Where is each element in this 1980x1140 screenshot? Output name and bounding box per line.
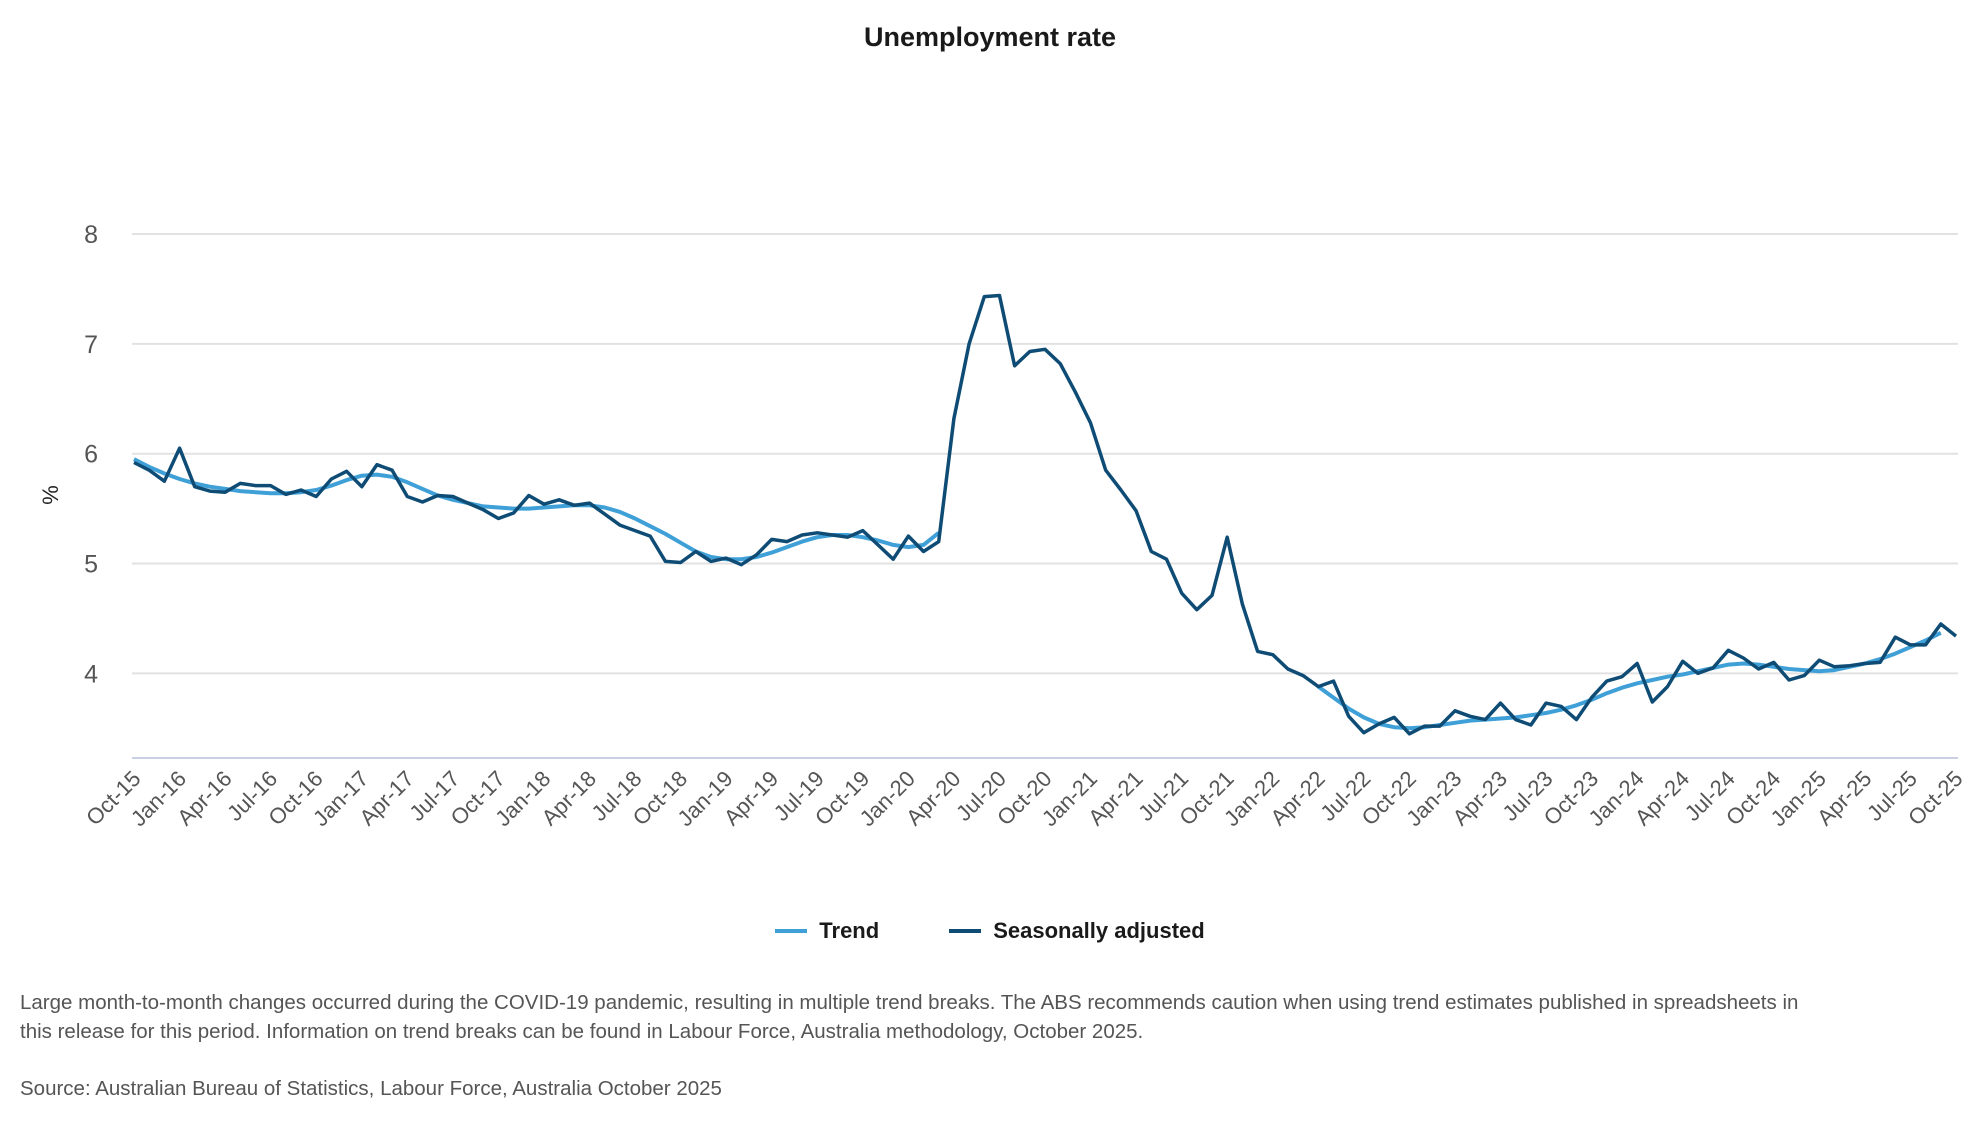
legend-label-seasonally-adjusted: Seasonally adjusted [993,918,1205,943]
footnote: Large month-to-month changes occurred du… [20,991,1799,1043]
y-axis-label: % [38,485,63,505]
trend-line [133,457,1942,731]
trend-swatch [775,929,808,933]
legend-item-trend[interactable]: Trend [775,918,879,944]
legend: Trend Seasonally adjusted [0,918,1980,944]
y-tick-label: 6 [84,441,98,469]
legend-item-seasonally-adjusted[interactable]: Seasonally adjusted [949,918,1205,944]
y-tick-label: 5 [84,551,98,579]
seasonally-adjusted-line [133,293,1958,736]
y-tick-label: 8 [84,221,98,249]
source-note: Source: Australian Bureau of Statistics,… [20,1077,722,1100]
chart-title: Unemployment rate [863,22,1117,52]
legend-label-trend: Trend [819,918,880,943]
seasonally-adjusted-swatch [949,929,982,933]
y-tick-label: 7 [84,331,98,359]
y-tick-label: 4 [84,660,98,688]
